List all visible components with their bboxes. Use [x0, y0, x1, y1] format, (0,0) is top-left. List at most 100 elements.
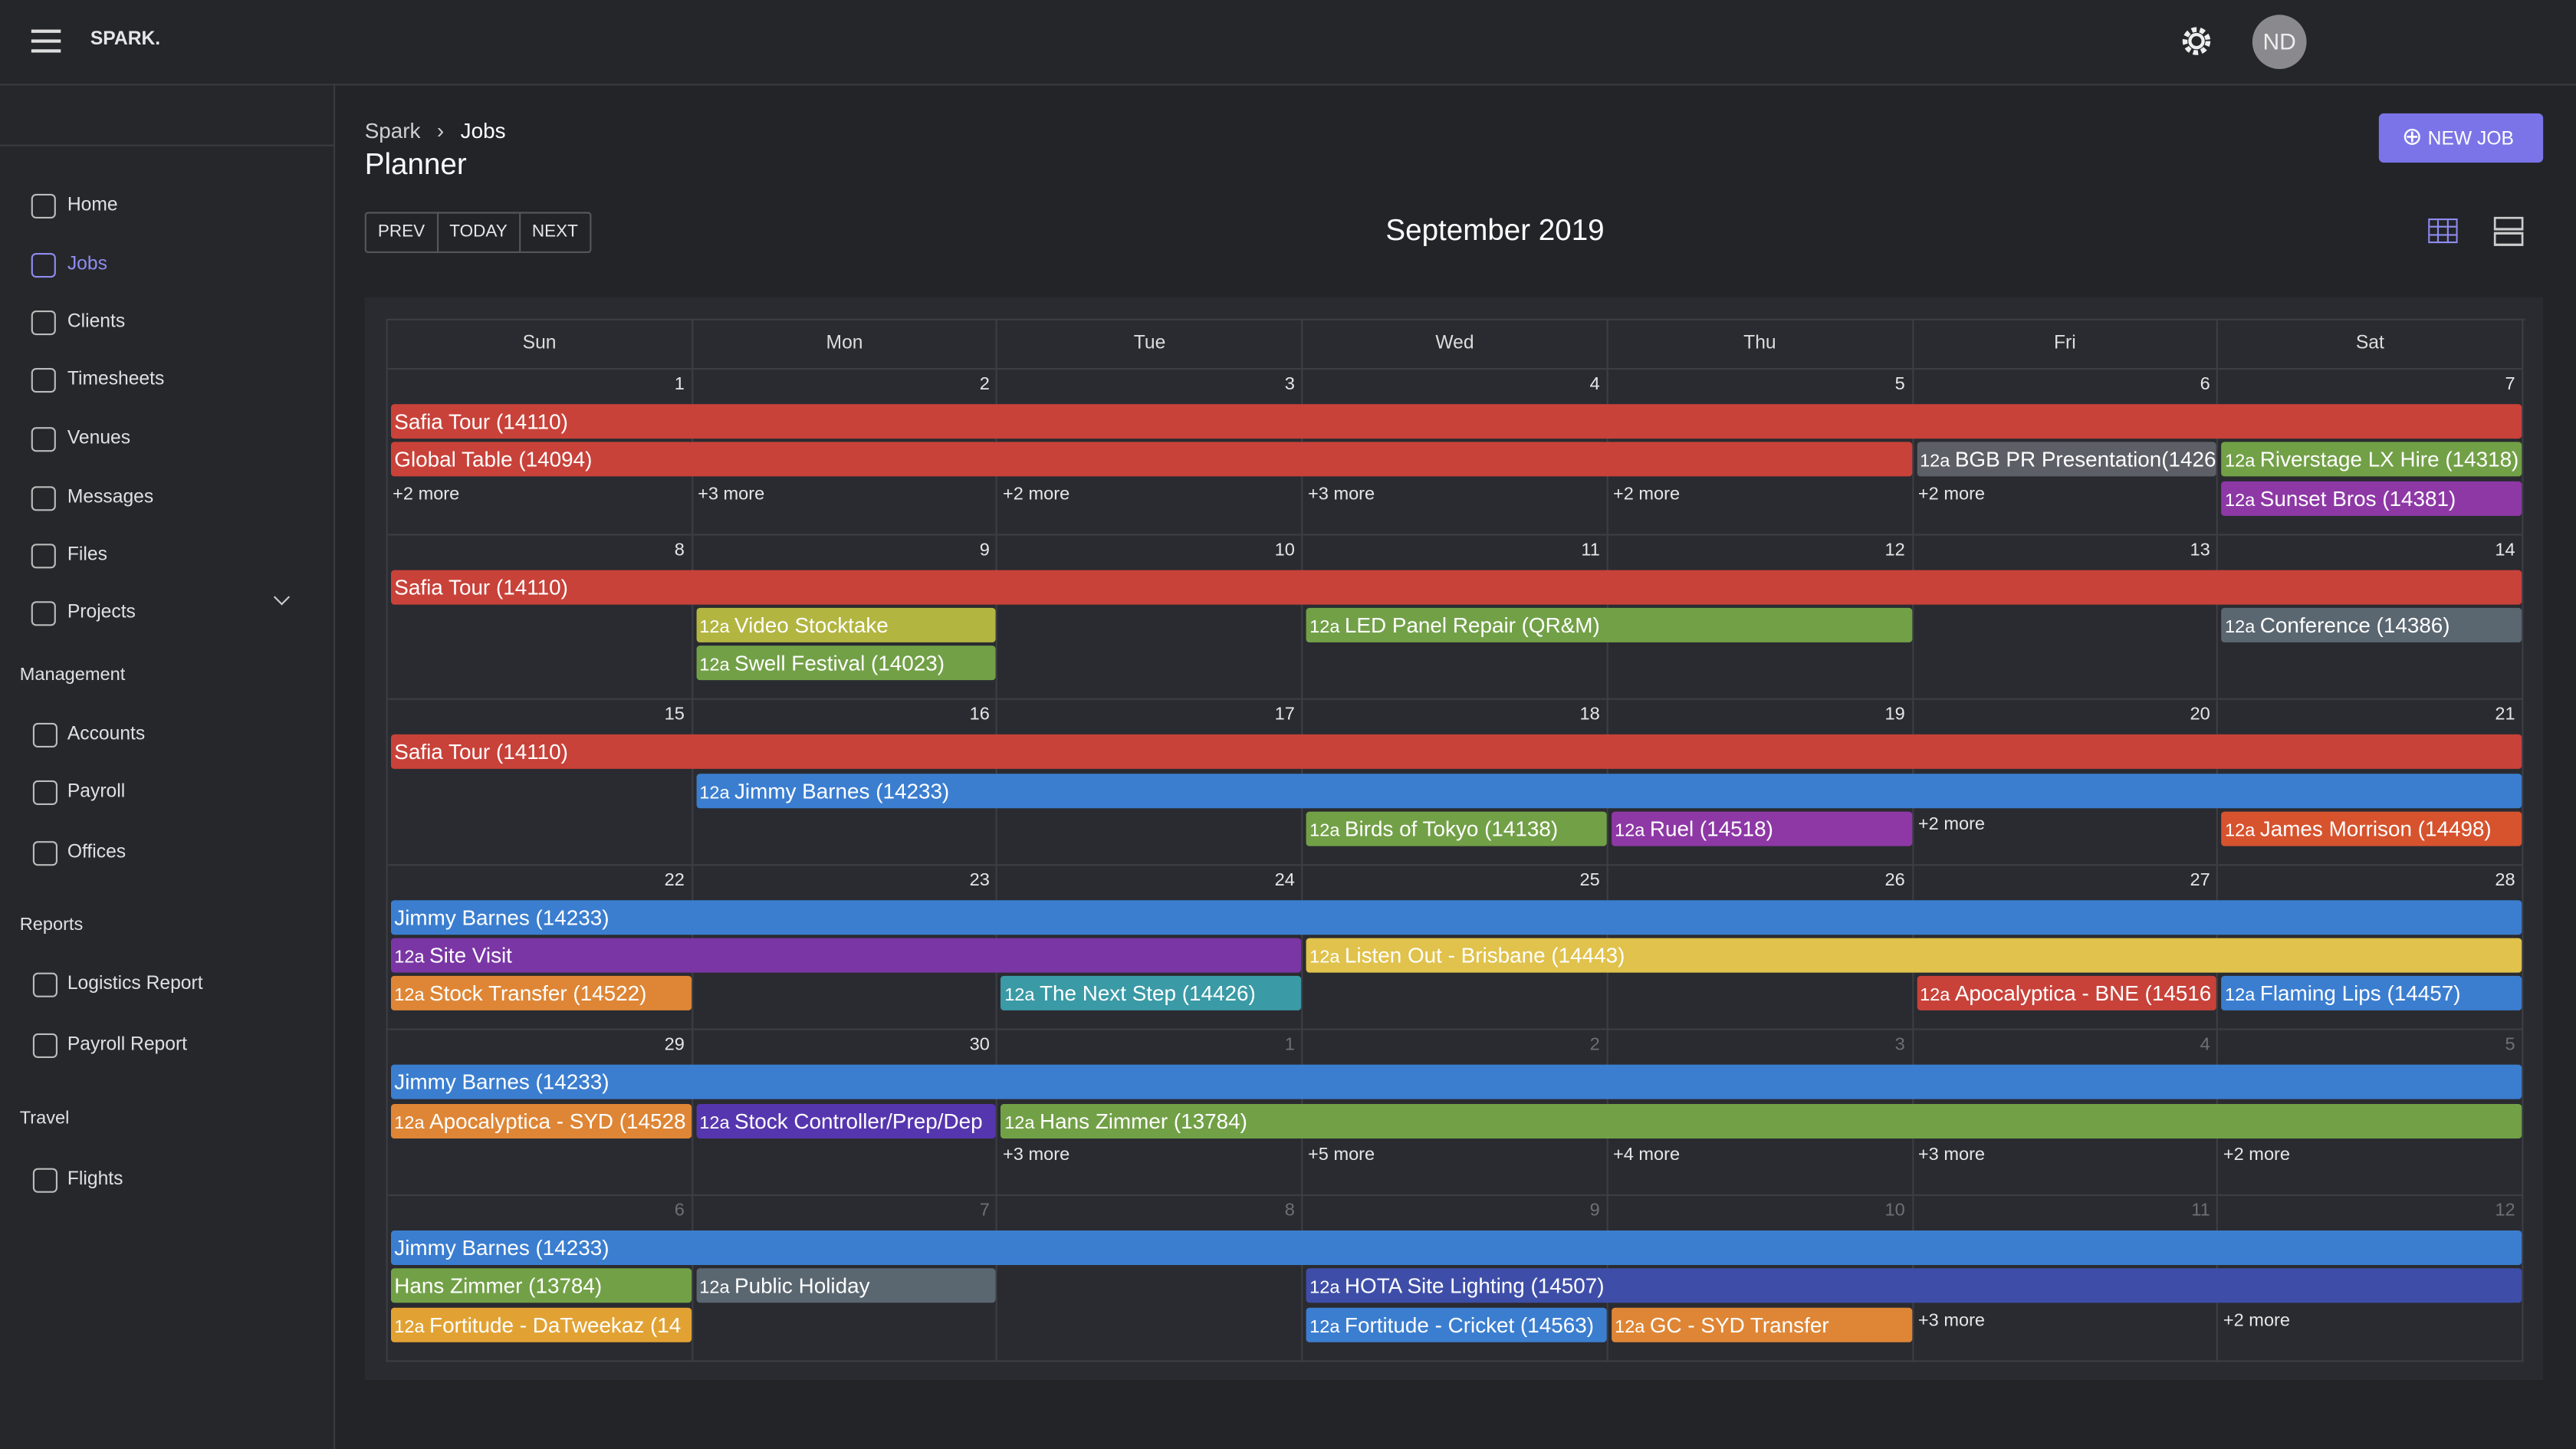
event[interactable]: 12a Fortitude - Cricket (14563) [1306, 1306, 1607, 1342]
event[interactable]: 12a Ruel (14518) [1611, 811, 1912, 846]
today-button[interactable]: TODAY [438, 213, 521, 251]
event[interactable]: 12a Video Stocktake [695, 607, 997, 642]
divider [0, 144, 334, 146]
settings-icon[interactable] [2182, 26, 2212, 56]
event[interactable]: 12a Stock Controller/Prep/Dep [695, 1103, 997, 1138]
event[interactable]: 12a Sunset Bros (14381) [2221, 480, 2522, 515]
event-label: Fortitude - DaTweekaz (14 [429, 1312, 682, 1337]
day-number: 1 [1284, 1035, 1295, 1056]
more-link[interactable]: +5 more [1308, 1145, 1375, 1166]
day-number: 4 [1589, 374, 1600, 395]
more-link[interactable]: +2 more [2223, 1145, 2291, 1166]
more-link[interactable]: +3 more [698, 485, 765, 504]
nav-item[interactable]: Payroll [67, 781, 126, 802]
more-link[interactable]: +2 more [2223, 1311, 2291, 1331]
new-job-button[interactable]: ⊕ NEW JOB [2378, 113, 2544, 163]
weekday: Mon [826, 334, 863, 353]
day-number: 6 [674, 1201, 685, 1221]
event[interactable]: Safia Tour (14110) [390, 404, 2522, 439]
more-link[interactable]: +2 more [1917, 815, 1986, 835]
day-cell: 28 [2218, 865, 2524, 1031]
chevron [273, 589, 291, 606]
nav-item[interactable]: Jobs [67, 255, 107, 274]
nav-item[interactable]: Logistics Report [67, 974, 203, 994]
menu-icon[interactable] [31, 28, 64, 54]
event[interactable]: 12a Listen Out - Brisbane (14443) [1306, 938, 2522, 973]
crumb[interactable]: Jobs [460, 118, 506, 143]
event[interactable]: 12a Apocalyptica - BNE (14516 [1916, 976, 2217, 1011]
more-link[interactable]: +4 more [1612, 1145, 1681, 1166]
event[interactable]: 12a GC - SYD Transfer [1611, 1306, 1912, 1342]
event[interactable]: 12a Fortitude - DaTweekaz (14 [390, 1306, 692, 1342]
nav-item[interactable]: Payroll Report [67, 1035, 188, 1055]
more-link[interactable]: +2 more [1003, 485, 1070, 504]
more-link[interactable]: +3 more [1308, 485, 1375, 504]
nav-item[interactable]: Flights [67, 1169, 123, 1190]
event[interactable]: 12a LED Panel Repair (QR&M) [1306, 607, 1912, 642]
list-view-icon[interactable] [2493, 216, 2524, 247]
event[interactable]: 12a Conference (14386) [2221, 607, 2522, 642]
more-link[interactable]: +3 more [1003, 1145, 1070, 1166]
event-label: Video Stocktake [734, 613, 889, 638]
event[interactable]: 12a Public Holiday [695, 1268, 997, 1303]
nav-item[interactable]: Files [67, 545, 107, 566]
nav-item[interactable]: Venues [67, 429, 131, 449]
day-cell: 14 [2218, 534, 2524, 701]
prev-button[interactable]: PREV [366, 213, 439, 251]
nav-item[interactable]: Accounts [67, 724, 146, 744]
event[interactable]: 12a Jimmy Barnes (14233) [695, 773, 2522, 808]
weekday: Tue [1133, 334, 1166, 353]
section-title: Travel [19, 1109, 70, 1129]
event-label: Conference (14386) [2259, 613, 2450, 638]
event[interactable]: 12a BGB PR Presentation(1426 [1916, 442, 2217, 478]
event-time: 12a [1615, 820, 1645, 841]
event[interactable]: 12a James Morrison (14498) [2221, 811, 2522, 846]
event[interactable]: Jimmy Barnes (14233) [390, 1230, 2522, 1265]
event[interactable]: 12a Hans Zimmer (13784) [1001, 1103, 2522, 1138]
event[interactable]: 12a Apocalyptica - SYD (14528 [390, 1103, 692, 1138]
more-link[interactable]: +2 more [393, 485, 460, 504]
crumb[interactable]: Spark [364, 118, 421, 143]
month-view-icon[interactable] [2428, 219, 2458, 245]
event-time: 12a [699, 617, 730, 638]
section-title: Management [19, 665, 126, 685]
event[interactable]: 12a Stock Transfer (14522) [390, 976, 692, 1011]
event-label: Global Table (14094) [394, 447, 593, 472]
event[interactable]: 12a Riverstage LX Hire (14318) [2221, 442, 2522, 478]
event[interactable]: Jimmy Barnes (14233) [390, 899, 2522, 935]
event-label: Site Visit [429, 943, 512, 968]
event[interactable]: 12a Birds of Tokyo (14138) [1306, 811, 1607, 846]
nav-item[interactable]: Home [67, 195, 118, 215]
nav-item[interactable]: Offices [67, 843, 127, 863]
event[interactable]: Safia Tour (14110) [390, 569, 2522, 604]
nav-item[interactable]: Clients [67, 312, 126, 332]
event[interactable]: 12a Flaming Lips (14457) [2221, 976, 2522, 1011]
event[interactable]: Hans Zimmer (13784) [390, 1268, 692, 1303]
day-number: 26 [1884, 870, 1905, 890]
nav-icon [31, 193, 56, 219]
event[interactable]: Global Table (14094) [390, 442, 1912, 478]
avatar[interactable]: ND [2252, 15, 2307, 69]
next-button[interactable]: NEXT [531, 222, 578, 242]
nav-item[interactable]: Messages [67, 488, 154, 508]
day-cell: 8 [387, 534, 693, 701]
event[interactable]: Jimmy Barnes (14233) [390, 1065, 2522, 1100]
event[interactable]: Safia Tour (14110) [390, 734, 2522, 770]
more-link[interactable]: +2 more [1612, 485, 1681, 504]
nav-item[interactable]: Projects [67, 603, 136, 623]
event[interactable]: 12a Site Visit [390, 938, 1302, 973]
event-label: Stock Transfer (14522) [429, 981, 647, 1007]
day-cell: 5 [2218, 1030, 2524, 1196]
day-cell: 21 [2218, 700, 2524, 866]
day-cell: 30 [692, 1030, 998, 1196]
nav-item[interactable]: Timesheets [67, 370, 165, 389]
event[interactable]: 12a Swell Festival (14023) [695, 646, 997, 681]
more-link[interactable]: +3 more [1917, 1311, 1986, 1331]
more-link[interactable]: +3 more [1917, 1145, 1986, 1166]
event[interactable]: 12a HOTA Site Lighting (14507) [1306, 1268, 2522, 1303]
event[interactable]: 12a The Next Step (14426) [1001, 976, 1302, 1011]
day-number: 9 [979, 540, 990, 560]
more-link[interactable]: +2 more [1917, 485, 1986, 504]
day-number: 14 [2495, 540, 2515, 560]
